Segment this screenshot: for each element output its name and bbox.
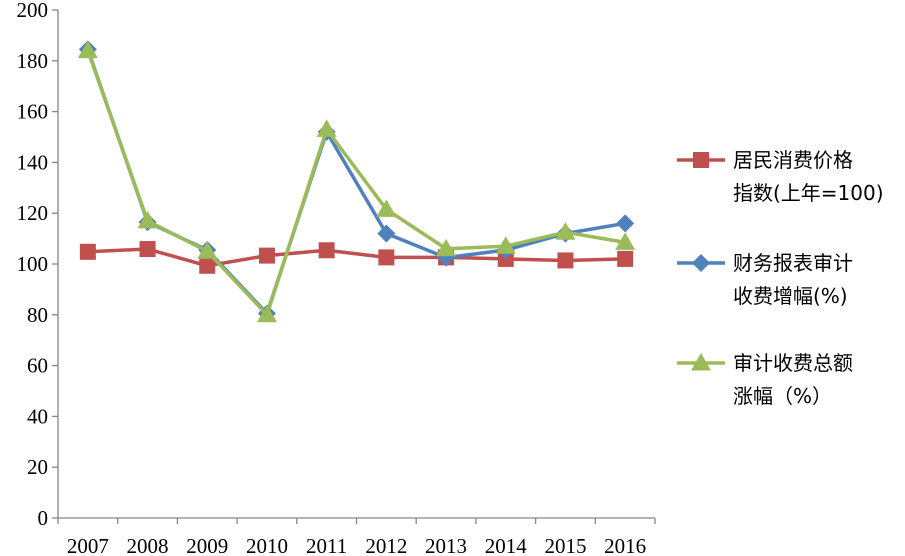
data-point [79,243,96,260]
data-point [436,238,457,257]
x-tick-label: 2010 [246,534,288,556]
x-tick-label: 2008 [127,534,169,556]
data-point [77,40,98,59]
data-point [376,199,397,217]
x-tick-label: 2007 [67,534,109,556]
y-tick-label: 180 [17,49,49,73]
x-tick-label: 2015 [544,534,586,556]
legend-label: 涨幅（%） [733,384,832,408]
x-tick-label: 2016 [604,534,646,556]
y-tick-label: 200 [17,0,49,22]
series-1 [79,241,634,274]
data-point [197,241,218,259]
y-tick-label: 100 [17,252,49,276]
data-point [495,236,516,254]
data-point [256,304,277,323]
x-tick-label: 2014 [485,534,528,556]
data-point [199,257,216,274]
legend-label: 居民消费价格 [733,148,853,172]
data-point [137,210,158,229]
y-tick-label: 160 [17,100,49,124]
data-point [377,224,396,243]
series-3 [77,40,636,323]
legend-marker [691,353,711,371]
y-tick-label: 140 [17,150,49,174]
data-point [318,242,335,259]
legend-marker [693,152,709,168]
series-line [86,50,626,317]
axes: 0 20 40 60 80 100 120 140 160 180 200 2007 2008 2009 2… [17,0,656,556]
x-tick-label: 2013 [425,534,467,556]
x-tick-label: 2011 [306,534,347,556]
x-tick-label: 2009 [186,534,228,556]
legend-marker [692,254,710,272]
data-point [378,249,395,266]
y-tick-label: 40 [27,404,48,428]
y-tick-label: 80 [27,303,48,327]
data-point [616,214,635,233]
data-point [617,250,634,267]
legend-label: 财务报表审计 [733,251,853,275]
data-point [139,241,156,258]
x-tick-label: 2012 [365,534,407,556]
legend-label: 审计收费总额 [733,351,853,375]
series-layer [77,40,636,323]
data-point [557,252,574,269]
legend-label: 指数(上年=100) [733,181,884,205]
data-point [258,247,275,264]
series-line [87,247,626,268]
legend-label: 收费增幅(%) [733,284,848,308]
data-point [555,222,576,240]
y-tick-label: 60 [27,354,48,378]
y-tick-label: 0 [38,506,49,530]
series-2 [78,40,635,323]
y-tick-label: 120 [17,201,49,225]
y-tick-label: 20 [27,455,48,479]
data-point [316,119,337,137]
series-line [86,48,626,316]
data-point [615,232,636,250]
